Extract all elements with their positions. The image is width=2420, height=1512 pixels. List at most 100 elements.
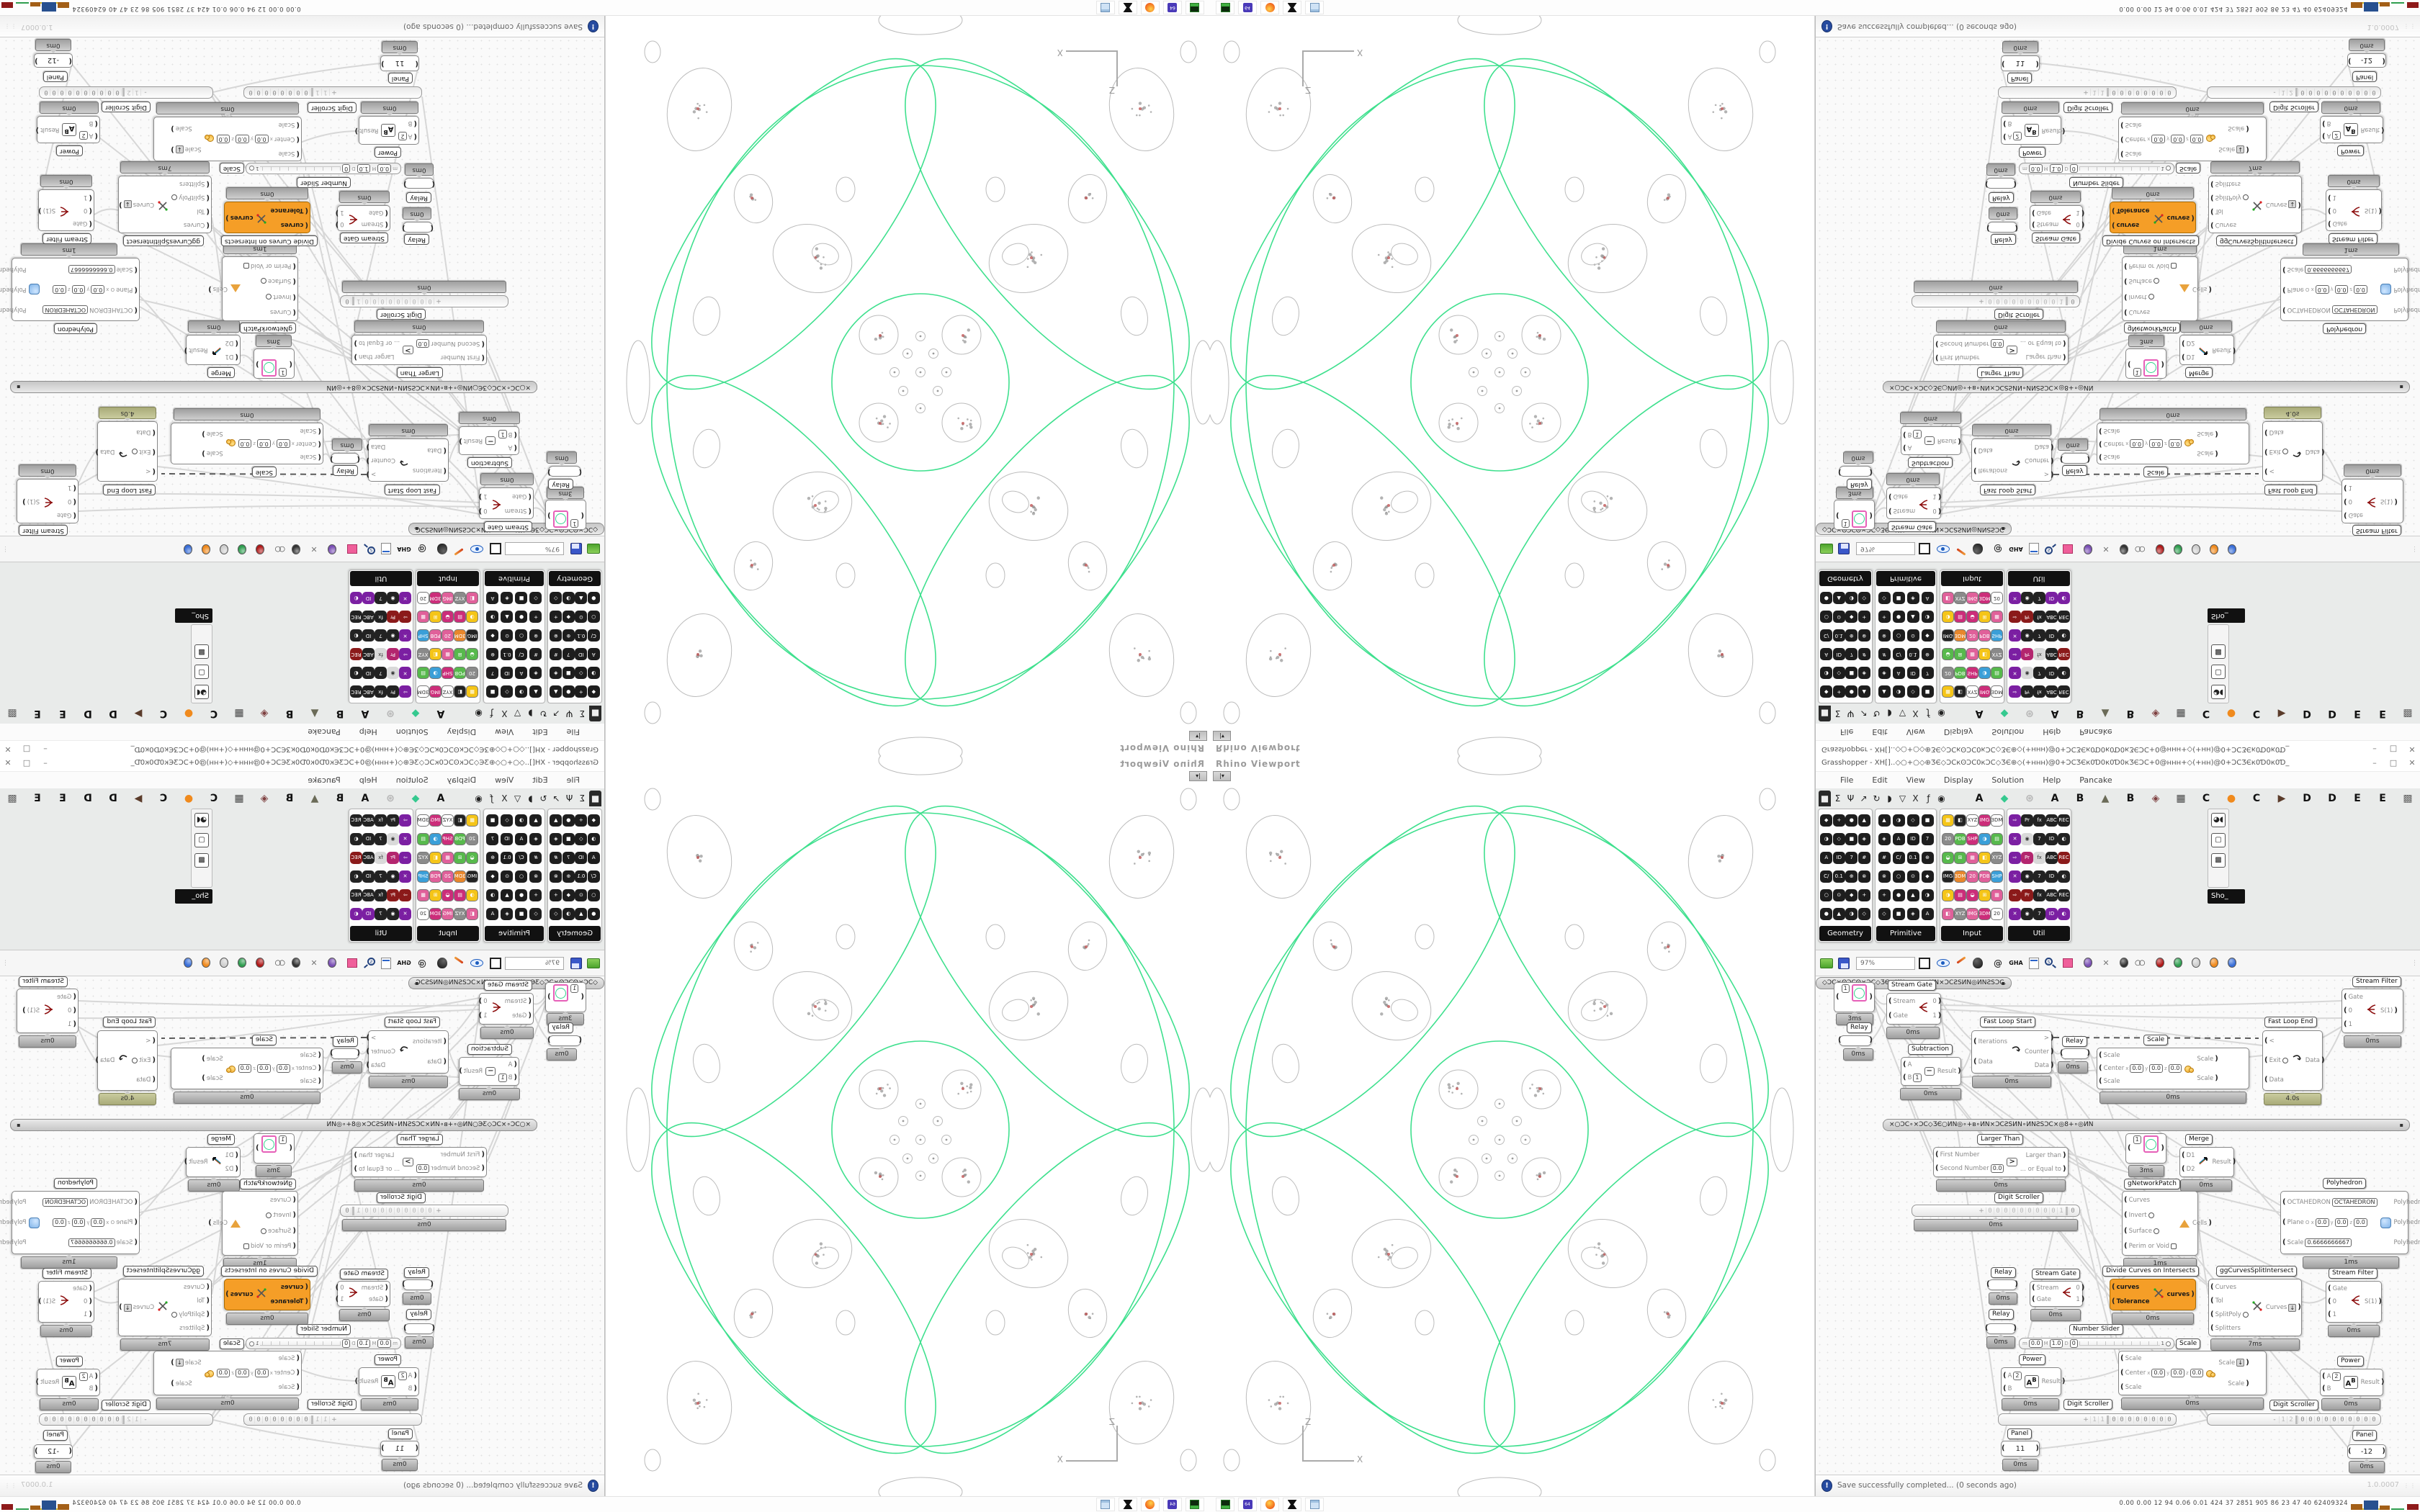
port[interactable]: ( <box>152 448 156 456</box>
port[interactable]: ) <box>2298 1303 2301 1311</box>
gha-button[interactable]: GHA <box>397 956 411 971</box>
open-button[interactable] <box>1820 542 1834 557</box>
port[interactable]: ( <box>2210 207 2214 216</box>
frame-icon[interactable]: ▢ <box>194 833 209 847</box>
value-box[interactable]: 1 <box>1913 1073 1922 1082</box>
component-icon[interactable]: # <box>1878 851 1891 864</box>
port[interactable]: ( <box>152 1037 156 1045</box>
component-icon[interactable]: ⊗ <box>1857 629 1870 642</box>
port[interactable]: ) <box>366 456 369 465</box>
value-box[interactable]: 2 <box>2013 1371 2022 1380</box>
plugin-tab-16[interactable]: E <box>34 793 41 804</box>
component-icon[interactable]: ID <box>362 907 375 920</box>
ball-blue-button[interactable] <box>2225 956 2239 971</box>
component-icon[interactable]: IMG <box>429 685 442 698</box>
port[interactable]: ( <box>206 207 210 216</box>
menu-item-pancake[interactable]: Pancake <box>308 775 341 785</box>
palette-tab-6[interactable]: ▽ <box>514 793 521 804</box>
component-icon[interactable]: ◐ <box>2058 629 2070 642</box>
component-icon[interactable]: ◒ <box>1966 611 1978 624</box>
port[interactable]: ) <box>2063 1164 2066 1173</box>
digit-scroller-component[interactable]: +1 1 0 0 0 0 0 0 0 0 <box>243 86 422 99</box>
plugin-tab-0[interactable]: A <box>436 793 445 804</box>
palette-tab-5[interactable]: ◗ <box>1887 793 1892 804</box>
component-icon[interactable]: ▤ <box>454 888 466 901</box>
component-icon[interactable]: # <box>1878 648 1891 661</box>
menu-item-file[interactable]: File <box>566 775 580 785</box>
component-icon[interactable]: ABC <box>362 648 375 661</box>
palette-tab-9[interactable]: ◉ <box>1937 793 1945 804</box>
menu-item-view[interactable]: View <box>1906 775 1925 785</box>
port[interactable]: ( <box>2112 207 2115 215</box>
component-icon[interactable]: ABC <box>2045 814 2058 827</box>
component-icon[interactable]: SHP <box>1966 832 1978 845</box>
port[interactable]: ( <box>206 1323 210 1332</box>
port[interactable]: ( <box>305 1283 308 1291</box>
component-icon[interactable]: ◈ <box>529 832 542 845</box>
toggle[interactable] <box>2153 278 2159 284</box>
component-icon[interactable]: 3DM <box>1991 685 2003 698</box>
palette-tab-2[interactable]: Ψ <box>565 793 573 804</box>
component-icon[interactable]: fx <box>2033 611 2045 624</box>
zoom-extents-button[interactable] <box>487 542 501 557</box>
merge-component[interactable]: (D1(D2 Result) <box>184 335 241 365</box>
component-icon[interactable]: ABC <box>2045 685 2058 698</box>
taskbar-item-calculator[interactable] <box>1305 1 1324 14</box>
taskbar-item-firefox[interactable] <box>1141 1498 1160 1511</box>
download-chip[interactable]: ↓ <box>2236 1359 2245 1367</box>
component-icon[interactable]: ■ <box>1845 832 1858 845</box>
rings-button[interactable]: ○○ <box>271 956 285 971</box>
port[interactable]: ( <box>1973 467 1977 474</box>
component-icon[interactable]: Pr <box>2021 648 2033 661</box>
download-chip[interactable]: ↓ <box>2288 1303 2297 1312</box>
component-icon[interactable]: ▦ <box>442 648 454 661</box>
save-button[interactable] <box>1838 956 1852 971</box>
component-icon[interactable]: ■ <box>562 832 575 845</box>
save-button[interactable] <box>568 542 582 557</box>
bake-button[interactable] <box>1973 956 1987 971</box>
component-icon[interactable]: ◒ <box>1942 648 1954 661</box>
plugin-tab-15[interactable]: E <box>59 708 66 719</box>
component-icon[interactable]: ◈ <box>550 667 563 680</box>
panel-component[interactable]: (-12) <box>34 53 73 68</box>
component-icon[interactable]: XYZ <box>1966 685 1978 698</box>
port[interactable]: ( <box>2344 1006 2347 1014</box>
port[interactable]: ) <box>366 1047 369 1056</box>
component-icon[interactable]: ■ <box>1921 814 1934 827</box>
port[interactable]: ) <box>478 492 483 500</box>
digit-scroller-component[interactable]: +1 1 0 0 0 0 0 0 0 0 <box>243 1413 422 1426</box>
component-icon[interactable]: ⇨ <box>2009 611 2021 624</box>
component-icon[interactable]: IMG <box>1978 685 1991 698</box>
component-icon[interactable]: ● <box>1892 888 1905 901</box>
component-icon[interactable]: fx <box>2033 685 2045 698</box>
toggle[interactable] <box>261 278 267 284</box>
port[interactable]: ( <box>2120 121 2124 130</box>
menu-item-solution[interactable]: Solution <box>395 775 429 785</box>
port[interactable]: ( <box>2210 180 2214 189</box>
component-icon[interactable]: # <box>1857 851 1870 864</box>
component-icon[interactable]: 7 <box>375 832 387 845</box>
component-icon[interactable]: IMG <box>466 629 478 642</box>
port[interactable]: ( <box>2120 1382 2124 1391</box>
port[interactable]: ) <box>171 125 174 133</box>
relay-component[interactable]: () <box>1985 1323 2017 1334</box>
component-icon[interactable]: ◐ <box>350 667 362 680</box>
component-icon[interactable]: ○ <box>515 870 528 883</box>
component-icon[interactable]: REC <box>2058 648 2070 661</box>
toggle[interactable] <box>243 1243 250 1250</box>
component-icon[interactable]: ID <box>2045 667 2058 680</box>
component-icon[interactable]: ● <box>515 611 528 624</box>
port[interactable]: ( <box>1935 354 1939 361</box>
component-icon[interactable]: ID <box>362 832 375 845</box>
digit-scroller-component[interactable]: +1 1 0 0 0 0 0 0 0 0 <box>1998 86 2177 99</box>
component-icon[interactable]: ▲ <box>1906 611 1919 624</box>
palette-category-label[interactable]: Util <box>350 571 412 586</box>
port[interactable]: ) <box>38 1297 42 1305</box>
ball-green-button[interactable] <box>235 956 249 971</box>
toggle[interactable] <box>2153 1228 2159 1234</box>
palette-tab-8[interactable]: ƒ <box>490 708 493 719</box>
palette-tab-3[interactable]: ↗ <box>552 793 560 804</box>
palette-category-label[interactable]: Geometry <box>549 926 601 941</box>
